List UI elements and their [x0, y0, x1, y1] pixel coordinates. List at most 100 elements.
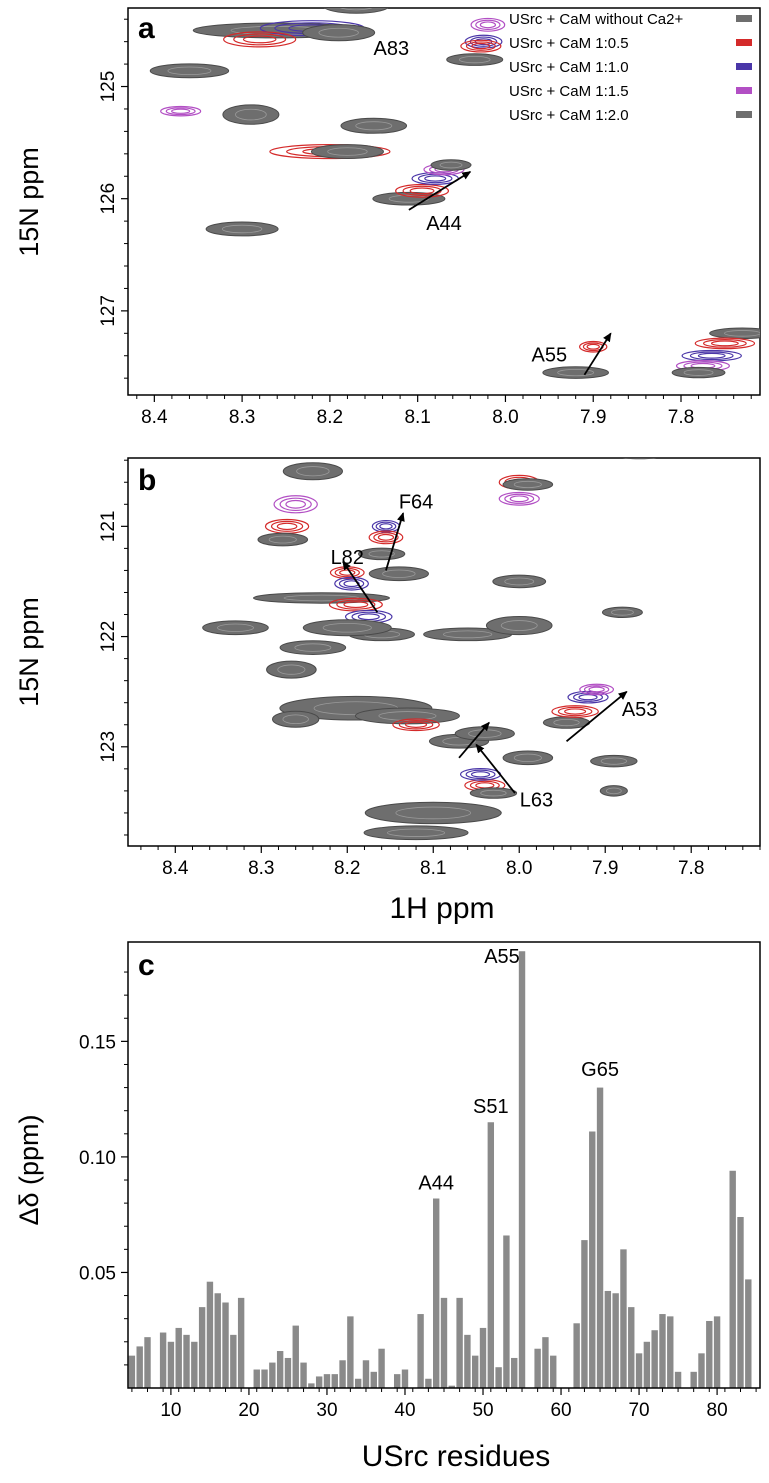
- peak-15: [460, 39, 502, 53]
- annotation-a55: A55: [484, 946, 520, 968]
- peak-20: [392, 718, 440, 732]
- peak-7: [357, 547, 406, 561]
- panel-c-x-label: USrc residues: [362, 1440, 550, 1473]
- y-tick-label: 126: [98, 183, 119, 215]
- panel-a: 8.4 8.3 8.2 8.1 8.0 7.9 7.8 125 126 127 A83 A44 A5…: [14, 7, 761, 428]
- bar-residue-31: [331, 1374, 338, 1388]
- legend-entry: USrc + CaM without Ca2+: [509, 11, 752, 28]
- legend-label: USrc + CaM 1:1.5: [509, 83, 629, 100]
- bar-residue-51: [487, 1122, 495, 1388]
- panel-c-annotations: A44 S51 A55 G65: [418, 946, 619, 1194]
- peak-25: [694, 337, 756, 350]
- peak-39: [579, 683, 615, 696]
- peak-40: [590, 754, 638, 768]
- panel-a-peaks: [149, 8, 760, 379]
- x-tick-label: 7.9: [580, 407, 606, 428]
- peak-6: [368, 530, 404, 545]
- panel-c-y-label: Δδ (ppm): [14, 1114, 44, 1225]
- panel-c-bars: [128, 951, 752, 1388]
- legend-entry: USrc + CaM 1:1.5: [509, 83, 752, 100]
- bar-residue-65: [596, 1087, 604, 1388]
- peak-9: [334, 576, 369, 591]
- peak-6: [149, 63, 230, 79]
- x-tick-label: 8.1: [420, 858, 446, 879]
- annotation-l82: L82: [331, 547, 364, 569]
- bar-residue-77: [690, 1371, 697, 1388]
- bar-residue-23: [269, 1362, 276, 1388]
- bar-residue-6: [136, 1346, 143, 1388]
- annotation-a44: A44: [418, 1172, 454, 1194]
- peak-34: [469, 787, 518, 799]
- peak-14: [302, 619, 392, 637]
- bar-residue-59: [550, 1355, 557, 1388]
- bar-residue-26: [292, 1325, 299, 1388]
- panel-b-peaks: [202, 458, 657, 841]
- x-tick-label: 80: [707, 1400, 728, 1421]
- bar-residue-50: [479, 1327, 487, 1388]
- bar-residue-69: [628, 1307, 635, 1388]
- peak-38: [567, 690, 609, 704]
- bar-residue-11: [175, 1327, 182, 1388]
- peak-31: [454, 726, 515, 741]
- shift-arrow-4: [475, 743, 516, 794]
- x-tick-label: 8.1: [404, 407, 430, 428]
- bar-residue-67: [612, 1293, 619, 1388]
- bar-residue-18: [230, 1334, 237, 1388]
- annotation-a55: A55: [532, 344, 568, 366]
- y-tick-label: 0.10: [79, 1148, 116, 1169]
- legend-label: USrc + CaM without Ca2+: [509, 11, 683, 28]
- peak-26: [681, 349, 742, 362]
- bar-residue-66: [604, 1290, 612, 1388]
- peak-2: [264, 518, 310, 534]
- peak-7: [160, 105, 202, 117]
- y-tick-label: 123: [98, 731, 119, 763]
- y-tick-label: 125: [98, 71, 119, 103]
- bar-residue-10: [167, 1341, 175, 1388]
- bar-residue-15: [206, 1281, 214, 1388]
- bar-residue-46: [448, 1385, 456, 1388]
- bar-residue-48: [464, 1334, 471, 1388]
- bar-residue-39: [393, 1374, 401, 1388]
- panel-b: 8.4 8.3 8.2 8.1 8.0 7.9 7.8 121 122 123 F64 L82 A5…: [14, 457, 761, 925]
- y-tick-label: 0.05: [79, 1263, 116, 1284]
- legend-label: USrc + CaM 1:1.0: [509, 59, 629, 76]
- legend-swatch: [736, 87, 752, 94]
- legend-swatch: [736, 39, 752, 46]
- bar-residue-21: [253, 1369, 260, 1388]
- bar-residue-83: [737, 1216, 744, 1388]
- bar-residue-62: [573, 1323, 580, 1388]
- x-tick-label: 8.0: [492, 407, 518, 428]
- bar-residue-72: [651, 1330, 658, 1388]
- peak-26: [498, 491, 540, 506]
- bar-residue-16: [214, 1293, 221, 1388]
- bar-residue-58: [542, 1337, 549, 1388]
- x-tick-label: 60: [550, 1400, 571, 1421]
- shift-arrow-1: [583, 332, 612, 376]
- bar-residue-37: [378, 1348, 385, 1388]
- peak-24: [709, 327, 760, 340]
- bar-residue-44: [432, 1198, 440, 1388]
- x-tick-label: 7.8: [678, 858, 704, 879]
- bar-residue-19: [237, 1297, 245, 1388]
- peak-12: [205, 221, 279, 237]
- bar-residue-55: [518, 951, 526, 1388]
- bar-residue-68: [620, 1249, 627, 1388]
- peak-16: [446, 53, 504, 66]
- panel-b-x-label: 1H ppm: [389, 892, 494, 925]
- peak-5: [223, 31, 297, 48]
- bar-residue-27: [300, 1362, 307, 1388]
- panel-c-y-axis: 0.05 0.10 0.15: [79, 971, 128, 1366]
- peak-3: [257, 532, 309, 547]
- panel-b-annotations: F64 L82 A53 L63: [331, 492, 658, 812]
- x-tick-label: 30: [316, 1400, 337, 1421]
- annotation-g65: G65: [581, 1059, 619, 1081]
- bar-residue-40: [401, 1369, 409, 1388]
- legend-label: USrc + CaM 1:0.5: [509, 35, 629, 52]
- legend-swatch: [736, 111, 752, 118]
- bar-residue-12: [183, 1334, 190, 1388]
- x-tick-label: 8.4: [162, 858, 189, 879]
- bar-residue-70: [635, 1353, 643, 1388]
- annotation-a44: A44: [426, 213, 462, 235]
- bar-residue-43: [425, 1378, 432, 1388]
- peak-42: [364, 801, 502, 825]
